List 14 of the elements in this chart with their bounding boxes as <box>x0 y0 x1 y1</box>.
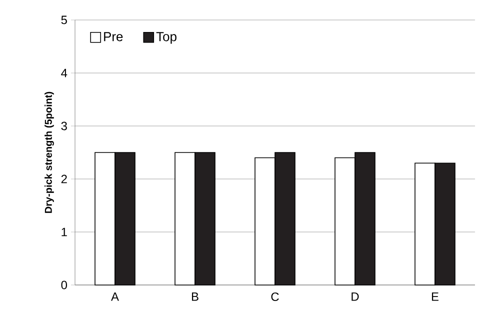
x-tick-label: D <box>352 292 359 301</box>
legend-label: Pre <box>104 32 123 42</box>
legend-label: Top <box>156 32 176 44</box>
y-tick-label: 1 <box>62 228 67 236</box>
x-tick-label: A <box>111 292 119 301</box>
x-tick-label: E <box>432 292 438 301</box>
y-tick-label: 3 <box>61 122 67 130</box>
y-tick-label: 5 <box>61 16 67 24</box>
y-axis-title: Dry-pick strength (5point) <box>44 92 54 213</box>
x-tick-label: C <box>271 292 279 302</box>
x-tick-label: B <box>192 292 198 301</box>
y-tick-label: 4 <box>61 68 68 78</box>
y-tick-label: 2 <box>61 174 67 184</box>
y-tick-label: 0 <box>61 280 68 290</box>
